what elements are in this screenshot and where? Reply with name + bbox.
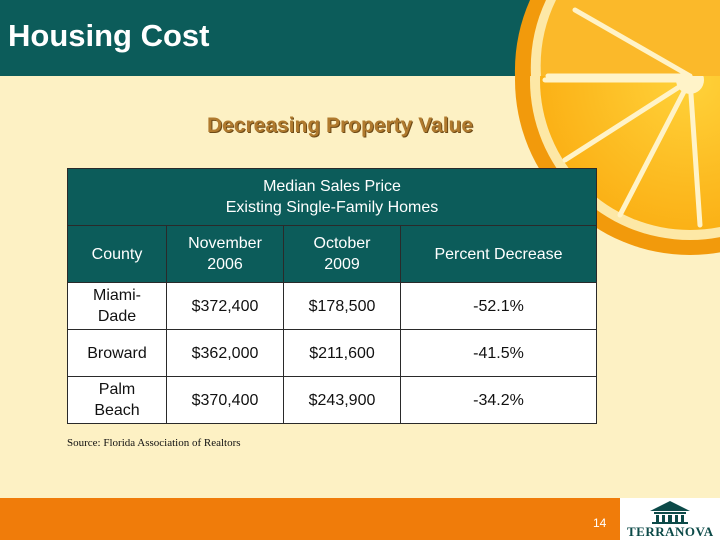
header-oct-line-1: October <box>313 235 371 252</box>
county-cell: Miami- Dade <box>67 282 167 330</box>
oct-2009-cell: $211,600 <box>283 329 401 377</box>
county-line-1: Palm <box>98 381 136 398</box>
percent-decrease-cell: -34.2% <box>400 376 597 424</box>
footer-bar <box>0 498 720 540</box>
median-price-table: Median Sales Price Existing Single-Famil… <box>67 168 597 424</box>
table-caption-row: Median Sales Price Existing Single-Famil… <box>67 168 597 226</box>
nov-2006-cell: $362,000 <box>166 329 284 377</box>
nov-2006-cell: $372,400 <box>166 282 284 330</box>
page-title: Housing Cost <box>8 18 210 53</box>
county-cell: Palm Beach <box>67 376 167 424</box>
caption-line-1: Median Sales Price <box>263 178 401 195</box>
table-caption: Median Sales Price Existing Single-Famil… <box>67 168 597 226</box>
header-nov-line-2: 2006 <box>207 256 243 273</box>
table-row: Broward $362,000 $211,600 -41.5% <box>67 329 597 377</box>
page-number: 14 <box>593 516 607 530</box>
oct-2009-cell: $243,900 <box>283 376 401 424</box>
header-nov-line-1: November <box>188 235 262 252</box>
slide-subtitle: Decreasing Property Value <box>206 114 474 137</box>
logo-text: TERRANOVA <box>627 524 714 539</box>
county-line-2: Beach <box>94 402 140 419</box>
county-line-2: Dade <box>97 308 137 325</box>
nov-2006-cell: $370,400 <box>166 376 284 424</box>
header-county: County <box>67 225 167 283</box>
percent-decrease-cell: -41.5% <box>400 329 597 377</box>
table-row: Miami- Dade $372,400 $178,500 -52.1% <box>67 282 597 330</box>
table-row: Palm Beach $370,400 $243,900 -34.2% <box>67 376 597 424</box>
percent-decrease-cell: -52.1% <box>400 282 597 330</box>
table-header-row: County November 2006 October 2009 Percen… <box>67 225 597 283</box>
county-line-1: Miami- <box>93 287 141 304</box>
oct-2009-cell: $178,500 <box>283 282 401 330</box>
terranova-building-logo <box>620 498 720 540</box>
header-oct-line-2: 2009 <box>324 256 360 273</box>
caption-line-2: Existing Single-Family Homes <box>225 199 439 216</box>
county-cell: Broward <box>67 329 167 377</box>
header-november-2006: November 2006 <box>166 225 284 283</box>
header-october-2009: October 2009 <box>283 225 401 283</box>
county-line-1: Broward <box>87 344 147 362</box>
header-percent-decrease: Percent Decrease <box>400 225 597 283</box>
source-note: Source: Florida Association of Realtors <box>67 437 241 449</box>
